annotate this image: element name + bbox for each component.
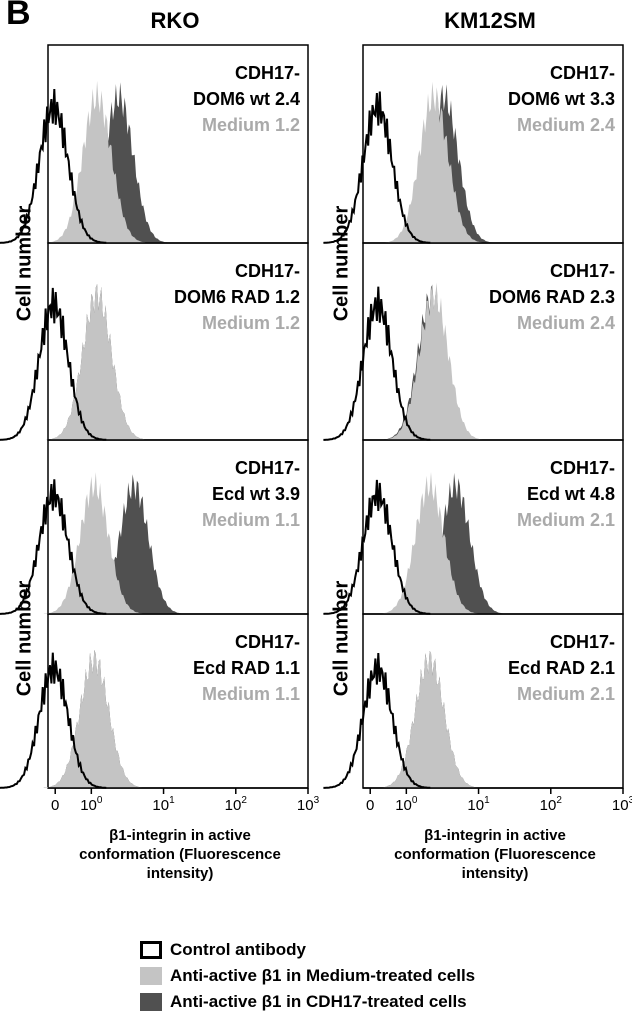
x-tick-exponent: 3 <box>314 795 320 806</box>
sample-label-line: Ecd RAD 2.1 <box>508 658 615 678</box>
legend-item-cdh17: Anti-active β1 in CDH17-treated cells <box>140 990 467 1014</box>
sample-label-line: DOM6 wt 3.3 <box>508 89 615 109</box>
medium-label: Medium 1.2 <box>202 313 300 333</box>
x-tick-label: 102 <box>540 795 563 814</box>
x-tick-exponent: 1 <box>169 795 175 806</box>
x-axis-label-line: β1-integrin in active <box>360 826 630 845</box>
sample-label-line: CDH17- <box>235 458 300 478</box>
x-tick-label: 102 <box>225 795 248 814</box>
x-tick-label: 101 <box>152 795 175 814</box>
medium-label: Medium 1.2 <box>202 115 300 135</box>
x-tick-label: 101 <box>467 795 490 814</box>
sample-label-line: CDH17- <box>235 261 300 281</box>
medium-histogram <box>47 284 148 440</box>
sample-label-line: Ecd RAD 1.1 <box>193 658 300 678</box>
medium-label: Medium 2.1 <box>517 684 615 704</box>
sample-label-line: Ecd wt 4.8 <box>527 484 615 504</box>
medium-label: Medium 1.1 <box>202 510 300 530</box>
legend-swatch-medium <box>140 967 162 985</box>
medium-label: Medium 1.1 <box>202 684 300 704</box>
medium-histogram <box>383 283 484 441</box>
x-tick-label: 100 <box>395 795 418 814</box>
sample-label-line: CDH17- <box>235 632 300 652</box>
x-axis-label-line: conformation (Fluorescence <box>45 845 315 864</box>
x-tick-exponent: 2 <box>556 795 562 806</box>
legend-item-control: Control antibody <box>140 938 306 962</box>
legend-swatch-control <box>140 941 162 959</box>
sample-label-line: DOM6 RAD 2.3 <box>489 287 615 307</box>
x-axis-label-left: β1-integrin in active conformation (Fluo… <box>45 826 315 883</box>
sample-label-line: DOM6 RAD 1.2 <box>174 287 300 307</box>
sample-label-line: CDH17- <box>550 63 615 83</box>
x-tick-exponent: 2 <box>241 795 247 806</box>
x-tick-exponent: 1 <box>484 795 490 806</box>
x-tick-exponent: 0 <box>412 795 418 806</box>
sample-label-line: CDH17- <box>550 458 615 478</box>
legend-swatch-cdh17 <box>140 993 162 1011</box>
x-axis-label-line: conformation (Fluorescence <box>360 845 630 864</box>
x-tick-label: 103 <box>297 795 320 814</box>
legend-label: Control antibody <box>170 940 306 960</box>
legend-item-medium: Anti-active β1 in Medium-treated cells <box>140 964 475 988</box>
sample-label-line: CDH17- <box>550 632 615 652</box>
sample-label-line: CDH17- <box>235 63 300 83</box>
x-tick-label: 100 <box>80 795 103 814</box>
sample-label-line: CDH17- <box>550 261 615 281</box>
x-axis-label-right: β1-integrin in active conformation (Fluo… <box>360 826 630 883</box>
sample-label-line: Ecd wt 3.9 <box>212 484 300 504</box>
x-axis-label-line: β1-integrin in active <box>45 826 315 845</box>
x-axis-label-line: intensity) <box>45 864 315 883</box>
legend-label: Anti-active β1 in Medium-treated cells <box>170 966 475 986</box>
medium-label: Medium 2.4 <box>517 313 615 333</box>
sample-label-line: DOM6 wt 2.4 <box>193 89 300 109</box>
legend-label: Anti-active β1 in CDH17-treated cells <box>170 992 467 1012</box>
x-tick-label: 103 <box>612 795 632 814</box>
medium-label: Medium 2.1 <box>517 510 615 530</box>
x-tick-label: 0 <box>366 797 374 814</box>
x-tick-label: 0 <box>51 797 59 814</box>
histogram-figure: CDH17- DOM6 wt 2.4 Medium 1.2 CDH17- DOM6 RA… <box>0 0 632 820</box>
x-axis-label-line: intensity) <box>360 864 630 883</box>
x-tick-exponent: 3 <box>629 795 632 806</box>
medium-label: Medium 2.4 <box>517 115 615 135</box>
x-tick-exponent: 0 <box>97 795 103 806</box>
